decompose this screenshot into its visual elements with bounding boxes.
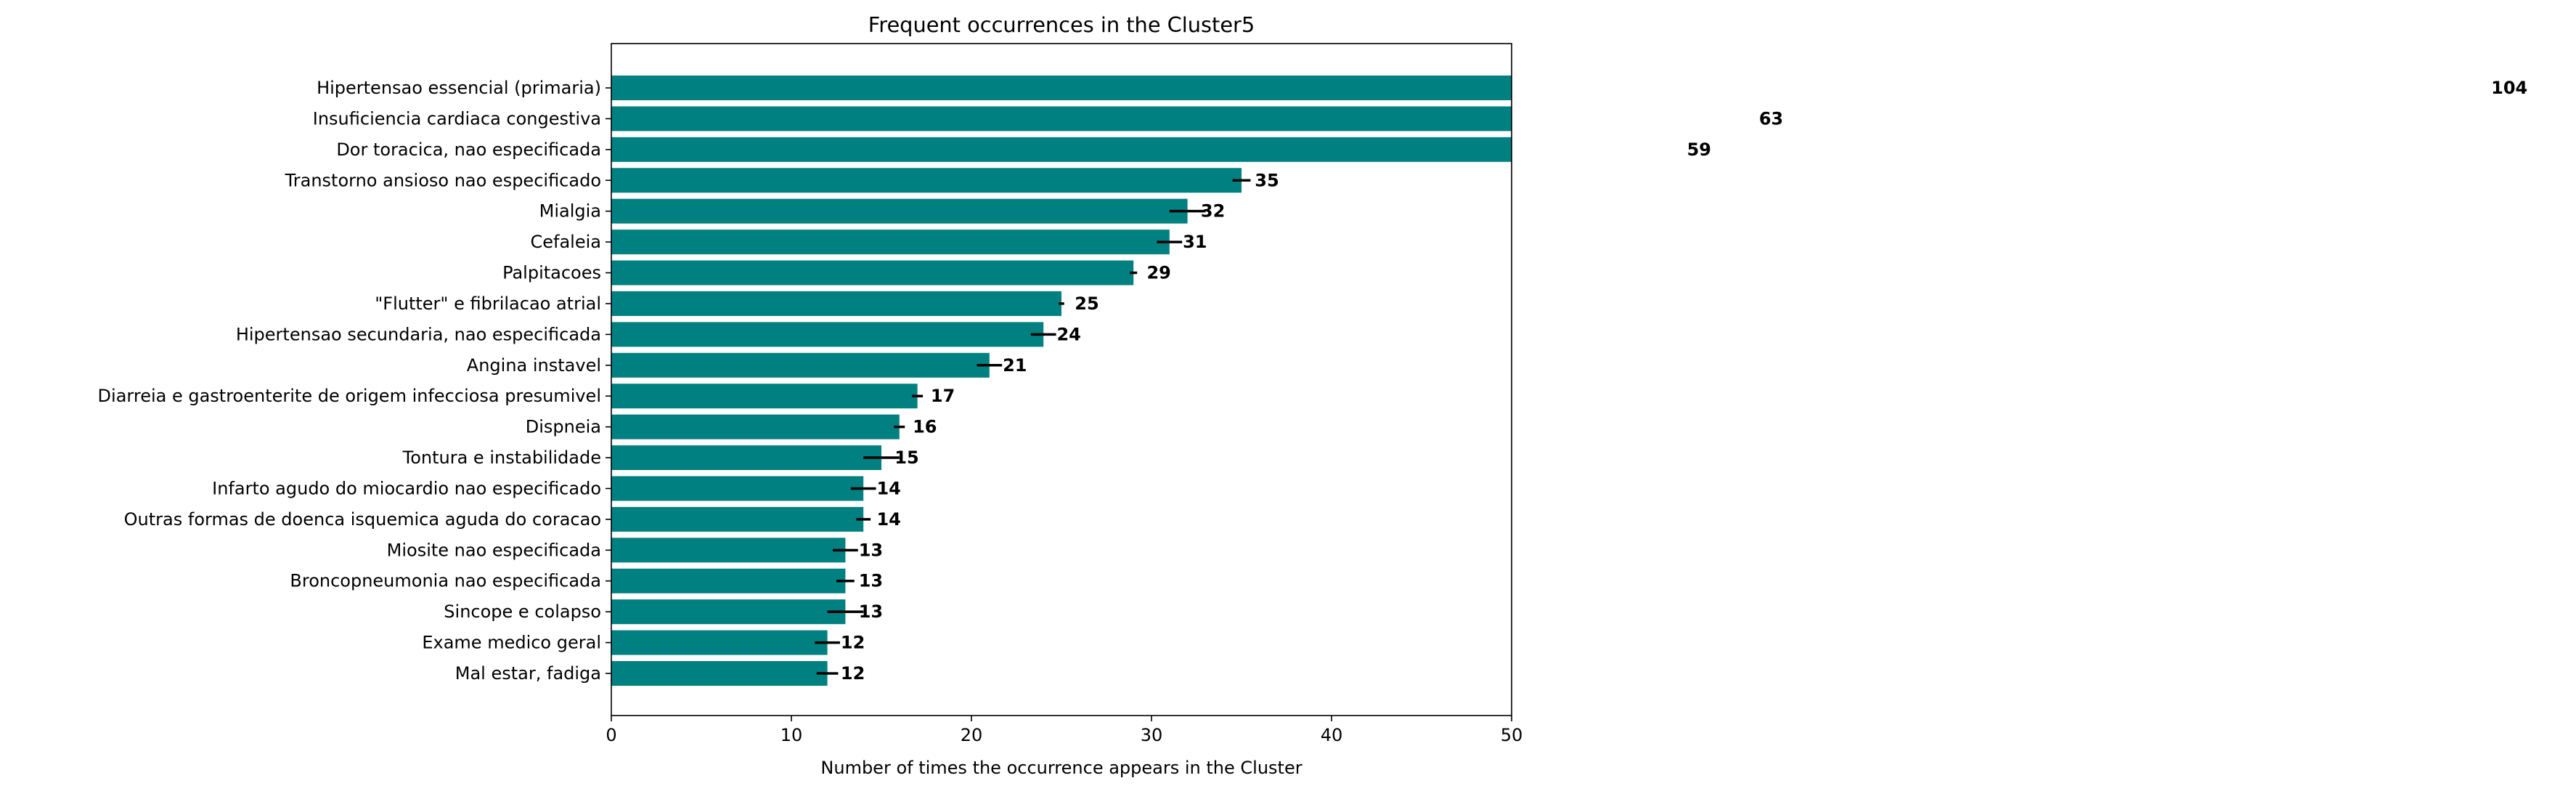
bar [611, 599, 846, 625]
value-label: 14 [876, 478, 900, 498]
value-label: 104 [2491, 78, 2527, 98]
x-tick-label: 40 [1321, 725, 1343, 745]
value-label: 12 [841, 663, 865, 684]
bar [611, 445, 881, 471]
bar [611, 230, 1170, 255]
bar [611, 352, 990, 378]
value-label: 13 [859, 540, 883, 560]
y-tick-label: Mialgia [539, 201, 601, 222]
bar [611, 661, 828, 686]
y-tick-label: Transtorno ansioso nao especificado [285, 170, 601, 190]
bar [611, 568, 846, 594]
x-tick-label: 0 [606, 725, 616, 745]
y-tick-label: Hipertensao secundaria, nao especificada [236, 324, 601, 344]
value-label: 25 [1075, 293, 1099, 314]
bar [611, 414, 900, 439]
value-label: 24 [1056, 324, 1080, 344]
value-label: 31 [1183, 232, 1207, 252]
value-label: 14 [876, 509, 900, 530]
x-axis-label: Number of times the occurrence appears i… [820, 758, 1302, 778]
x-tick-label: 50 [1501, 725, 1523, 745]
bar [611, 506, 864, 532]
value-label: 13 [859, 601, 883, 622]
bar [611, 322, 1044, 347]
value-label: 12 [841, 633, 865, 653]
x-tick-label: 10 [780, 725, 803, 745]
bar [611, 291, 1061, 316]
bar [611, 384, 918, 409]
value-label: 29 [1146, 263, 1170, 283]
y-tick-label: Miosite nao especificada [387, 540, 601, 560]
y-tick-label: Broncopneumonia nao especificada [290, 571, 601, 591]
value-label: 59 [1687, 139, 1711, 160]
y-tick-label: Dispneia [526, 417, 601, 437]
value-label: 35 [1255, 170, 1279, 190]
bar [611, 260, 1134, 285]
y-tick-label: Insuficiencia cardiaca congestiva [313, 108, 601, 129]
y-tick-label: Exame medico geral [422, 633, 601, 653]
y-tick-label: Dor toracica, nao especificada [336, 139, 601, 160]
y-tick-label: Hipertensao essencial (primaria) [317, 78, 601, 98]
y-tick-label: Diarreia e gastroenterite de origem infe… [98, 386, 601, 406]
y-tick-label: Outras formas de doenca isquemica aguda … [124, 509, 601, 530]
bar [611, 630, 828, 655]
value-label: 15 [894, 447, 918, 468]
y-tick-label: Angina instavel [467, 355, 601, 376]
y-tick-label: "Flutter" e fibrilacao atrial [375, 293, 601, 314]
y-tick-label: Palpitacoes [502, 263, 601, 283]
chart-title: Frequent occurrences in the Cluster5 [868, 12, 1255, 37]
y-tick-label: Tontura e instabilidade [402, 447, 601, 468]
bar [611, 198, 1188, 224]
y-tick-label: Infarto agudo do miocardio nao especific… [212, 478, 601, 498]
y-tick-label: Sincope e colapso [444, 601, 601, 622]
x-tick-label: 30 [1141, 725, 1163, 745]
y-tick-label: Cefaleia [531, 232, 602, 252]
bar [611, 168, 1242, 193]
bar [611, 538, 846, 563]
bar [611, 137, 1512, 162]
bar [611, 476, 864, 501]
value-label: 63 [1759, 108, 1783, 129]
value-label: 32 [1201, 201, 1225, 222]
value-label: 13 [859, 571, 883, 591]
plot-frame [611, 43, 1512, 716]
value-label: 16 [913, 417, 937, 437]
value-label: 17 [931, 386, 955, 406]
y-tick-label: Mal estar, fadiga [455, 663, 601, 684]
bar [611, 76, 1512, 100]
bar [611, 106, 1512, 131]
x-tick-label: 20 [961, 725, 983, 745]
value-label: 21 [1003, 355, 1027, 376]
